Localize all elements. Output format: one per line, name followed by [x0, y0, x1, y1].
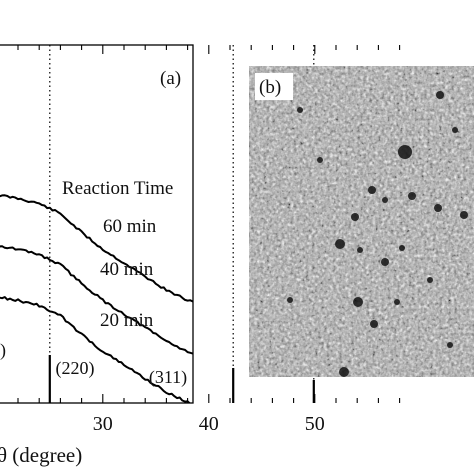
particle: [399, 245, 405, 251]
particle: [398, 145, 412, 159]
tick-label: 50: [305, 413, 325, 435]
panel-b-label-box: [255, 73, 293, 100]
particle: [287, 297, 293, 303]
panel-a-label: (a): [160, 68, 181, 89]
reference-labels: ) (220) (311): [0, 340, 187, 388]
series-label: 60 min: [103, 216, 157, 237]
particle: [447, 342, 453, 348]
particle: [357, 247, 363, 253]
legend-title: Reaction Time: [62, 178, 173, 199]
panel-b-label: (b): [259, 77, 281, 98]
micrograph-image: [249, 66, 474, 377]
panel-b: (b): [249, 66, 474, 377]
dark-particles: [287, 91, 468, 377]
particle: [335, 239, 345, 249]
reference-label: ): [0, 340, 6, 361]
particle: [297, 107, 303, 113]
particle: [381, 258, 389, 266]
particle: [317, 157, 323, 163]
series-curves: [0, 194, 193, 403]
series-label: 40 min: [100, 259, 154, 280]
x-tick-labels: 30 40 50: [93, 413, 325, 435]
particle: [408, 192, 416, 200]
series-label: 20 min: [100, 310, 154, 331]
particle: [351, 213, 359, 221]
particle: [353, 297, 363, 307]
tick-label: 40: [199, 413, 219, 435]
x-axis-label: θ (degree): [0, 443, 82, 467]
series-curve: [0, 194, 193, 303]
particle: [339, 367, 349, 377]
plot-frame: [0, 44, 194, 404]
particle: [436, 91, 444, 99]
tick-label: 30: [93, 413, 113, 435]
particle: [460, 211, 468, 219]
axis-ticks: [17, 45, 401, 403]
series-labels: 60 min 40 min 20 min: [100, 216, 157, 331]
panel-a: 30 40 50 ) (220) (311) 60 min 40 min 20 min (a…: [0, 44, 401, 467]
reference-label: (311): [149, 367, 187, 388]
particle: [394, 299, 400, 305]
particle: [452, 127, 458, 133]
series-curve: [0, 296, 191, 403]
particle: [370, 320, 378, 328]
particle: [434, 204, 442, 212]
particle: [368, 186, 376, 194]
reference-label: (220): [56, 358, 95, 379]
series-curve: [0, 245, 193, 355]
particle: [427, 277, 433, 283]
particle: [382, 197, 388, 203]
